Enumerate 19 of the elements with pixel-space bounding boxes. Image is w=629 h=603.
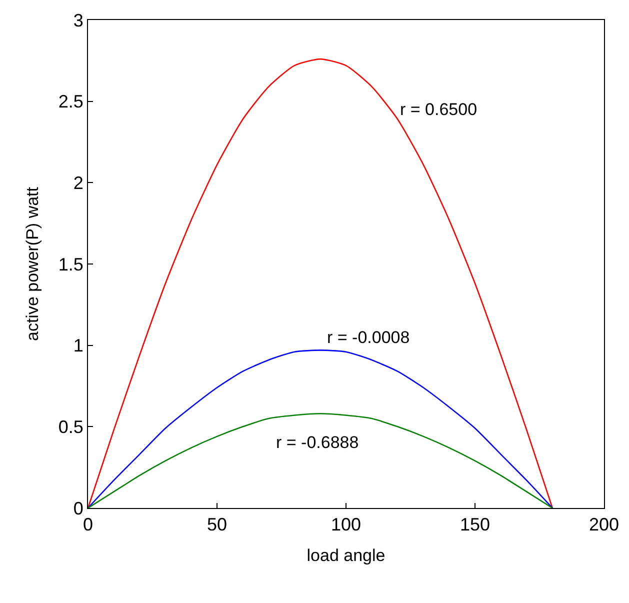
annotation: r = 0.6500 [400, 100, 478, 119]
annotation: r = -0.0008 [327, 328, 410, 347]
annotation: r = -0.6888 [276, 433, 359, 452]
x-tick-label: 200 [588, 514, 620, 535]
line-series [88, 350, 554, 508]
x-tick-label: 100 [330, 514, 362, 535]
y-tick-label: 0 [73, 498, 84, 518]
y-tick-label: 1.5 [58, 254, 84, 274]
y-tick-label: 2 [73, 172, 84, 193]
x-axis-title: load angle [306, 546, 386, 565]
x-tick-label: 150 [460, 514, 490, 535]
y-tick-label: 0.5 [58, 416, 84, 437]
y-axis-title: active power(P) watt [22, 186, 42, 341]
x-tick-label: 50 [206, 514, 228, 535]
line-series [88, 413, 554, 508]
y-tick-label: 2.5 [58, 92, 84, 112]
line-series [88, 58, 554, 508]
y-tick-label: 3 [73, 10, 84, 30]
y-tick-label: 1 [73, 336, 84, 356]
